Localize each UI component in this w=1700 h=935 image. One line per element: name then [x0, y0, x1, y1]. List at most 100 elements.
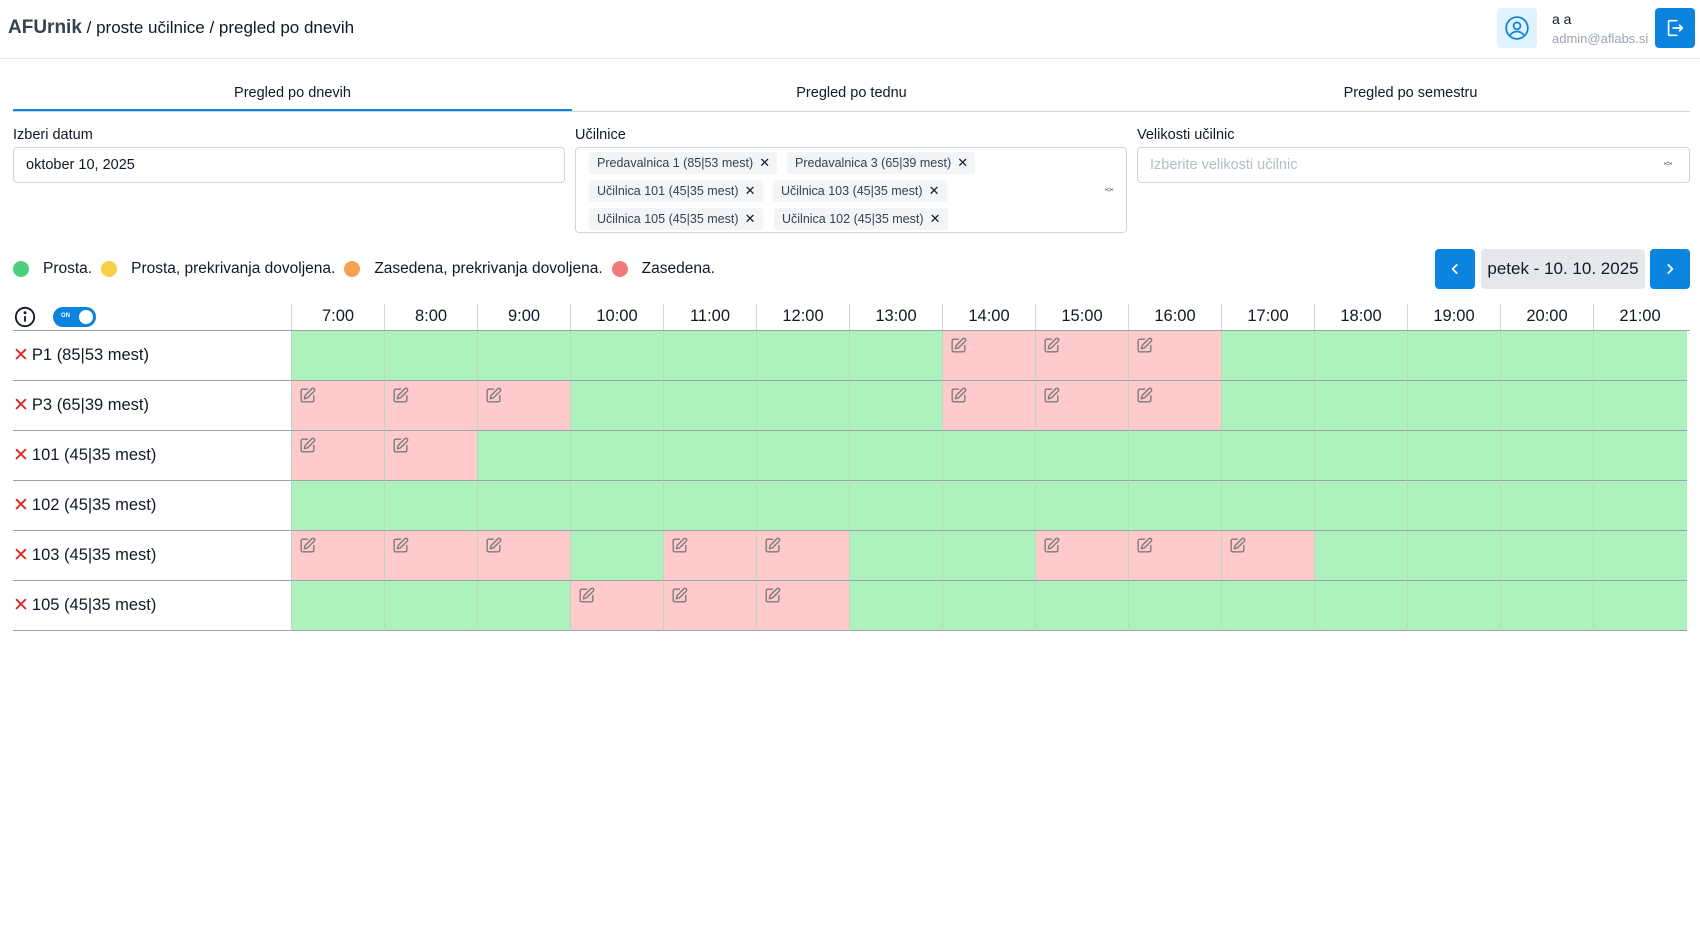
free-slot-cell[interactable] [849, 531, 942, 581]
remove-chip-icon[interactable]: ✕ [929, 211, 941, 226]
edit-icon[interactable] [391, 436, 410, 455]
edit-icon[interactable] [949, 386, 968, 405]
remove-chip-icon[interactable]: ✕ [928, 183, 940, 198]
occupied-slot-cell[interactable] [942, 381, 1035, 431]
occupied-slot-cell[interactable] [384, 381, 477, 431]
remove-chip-icon[interactable]: ✕ [744, 211, 756, 226]
free-slot-cell[interactable] [942, 581, 1035, 631]
edit-icon[interactable] [484, 386, 503, 405]
free-slot-cell[interactable] [1407, 331, 1500, 381]
tab-weekly-view[interactable]: Pregled po tednu [796, 85, 907, 101]
remove-room-icon[interactable]: ✕ [13, 445, 29, 466]
free-slot-cell[interactable] [756, 431, 849, 481]
free-slot-cell[interactable] [663, 431, 756, 481]
logout-button[interactable] [1655, 8, 1695, 48]
edit-icon[interactable] [1042, 536, 1061, 555]
edit-icon[interactable] [298, 436, 317, 455]
free-slot-cell[interactable] [849, 381, 942, 431]
edit-icon[interactable] [391, 536, 410, 555]
free-slot-cell[interactable] [477, 481, 570, 531]
free-slot-cell[interactable] [663, 481, 756, 531]
occupied-slot-cell[interactable] [384, 531, 477, 581]
occupied-slot-cell[interactable] [384, 431, 477, 481]
rooms-multiselect[interactable]: Predavalnica 1 (85|53 mest) ✕ Predavalnic… [575, 147, 1127, 233]
free-slot-cell[interactable] [1035, 581, 1128, 631]
tab-daily-view[interactable]: Pregled po dnevih [13, 78, 572, 111]
remove-room-icon[interactable]: ✕ [13, 395, 29, 416]
free-slot-cell[interactable] [1593, 381, 1687, 431]
free-slot-cell[interactable] [1314, 381, 1407, 431]
free-slot-cell[interactable] [1314, 481, 1407, 531]
edit-icon[interactable] [1042, 386, 1061, 405]
free-slot-cell[interactable] [1407, 381, 1500, 431]
free-slot-cell[interactable] [477, 431, 570, 481]
edit-icon[interactable] [1228, 536, 1247, 555]
occupied-slot-cell[interactable] [1035, 331, 1128, 381]
free-slot-cell[interactable] [1593, 431, 1687, 481]
free-slot-cell[interactable] [1221, 331, 1314, 381]
free-slot-cell[interactable] [1407, 581, 1500, 631]
next-day-button[interactable] [1650, 249, 1690, 289]
free-slot-cell[interactable] [1128, 481, 1221, 531]
remove-chip-icon[interactable]: ✕ [744, 183, 756, 198]
free-slot-cell[interactable] [477, 581, 570, 631]
free-slot-cell[interactable] [663, 381, 756, 431]
occupied-slot-cell[interactable] [291, 431, 384, 481]
free-slot-cell[interactable] [849, 481, 942, 531]
edit-icon[interactable] [577, 586, 596, 605]
free-slot-cell[interactable] [663, 331, 756, 381]
occupied-slot-cell[interactable] [1035, 531, 1128, 581]
free-slot-cell[interactable] [1314, 531, 1407, 581]
remove-room-icon[interactable]: ✕ [13, 345, 29, 366]
free-slot-cell[interactable] [291, 331, 384, 381]
occupied-slot-cell[interactable] [1221, 531, 1314, 581]
occupied-slot-cell[interactable] [756, 581, 849, 631]
edit-icon[interactable] [484, 536, 503, 555]
occupied-slot-cell[interactable] [663, 581, 756, 631]
free-slot-cell[interactable] [1500, 531, 1593, 581]
edit-icon[interactable] [298, 536, 317, 555]
free-slot-cell[interactable] [477, 331, 570, 381]
app-brand[interactable]: AFUrnik [8, 17, 82, 38]
occupied-slot-cell[interactable] [1128, 381, 1221, 431]
free-slot-cell[interactable] [942, 481, 1035, 531]
user-profile-button[interactable] [1497, 8, 1537, 48]
previous-day-button[interactable] [1435, 249, 1475, 289]
free-slot-cell[interactable] [1593, 581, 1687, 631]
free-slot-cell[interactable] [942, 531, 1035, 581]
occupied-slot-cell[interactable] [291, 381, 384, 431]
free-slot-cell[interactable] [1314, 331, 1407, 381]
occupied-slot-cell[interactable] [1128, 331, 1221, 381]
free-slot-cell[interactable] [1035, 481, 1128, 531]
remove-room-icon[interactable]: ✕ [13, 545, 29, 566]
free-slot-cell[interactable] [1035, 431, 1128, 481]
remove-room-icon[interactable]: ✕ [13, 595, 29, 616]
remove-room-icon[interactable]: ✕ [13, 495, 29, 516]
free-slot-cell[interactable] [1593, 331, 1687, 381]
free-slot-cell[interactable] [756, 331, 849, 381]
sizes-select[interactable] [1137, 147, 1690, 183]
free-slot-cell[interactable] [570, 481, 663, 531]
free-slot-cell[interactable] [942, 431, 1035, 481]
free-slot-cell[interactable] [1500, 481, 1593, 531]
free-slot-cell[interactable] [384, 581, 477, 631]
free-slot-cell[interactable] [849, 581, 942, 631]
edit-icon[interactable] [763, 536, 782, 555]
free-slot-cell[interactable] [570, 331, 663, 381]
occupied-slot-cell[interactable] [570, 581, 663, 631]
free-slot-cell[interactable] [1593, 481, 1687, 531]
free-slot-cell[interactable] [1500, 331, 1593, 381]
free-slot-cell[interactable] [570, 431, 663, 481]
show-all-toggle[interactable]: ON [53, 307, 96, 327]
occupied-slot-cell[interactable] [663, 531, 756, 581]
tab-semester-view[interactable]: Pregled po semestru [1343, 85, 1478, 101]
free-slot-cell[interactable] [570, 531, 663, 581]
free-slot-cell[interactable] [291, 581, 384, 631]
free-slot-cell[interactable] [1407, 431, 1500, 481]
occupied-slot-cell[interactable] [1035, 381, 1128, 431]
edit-icon[interactable] [298, 386, 317, 405]
free-slot-cell[interactable] [1128, 431, 1221, 481]
edit-icon[interactable] [763, 586, 782, 605]
free-slot-cell[interactable] [1314, 581, 1407, 631]
remove-chip-icon[interactable]: ✕ [957, 155, 969, 170]
